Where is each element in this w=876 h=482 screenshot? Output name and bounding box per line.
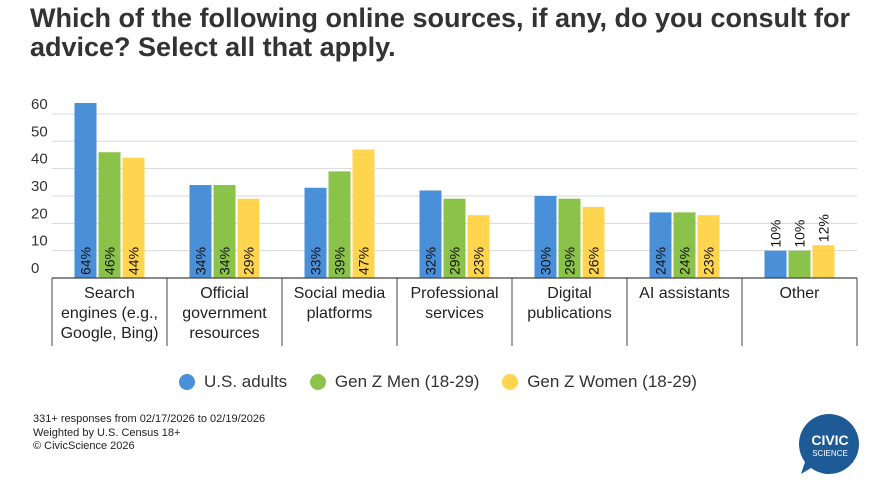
bar	[352, 149, 375, 278]
y-tick-label: 10	[31, 233, 48, 250]
category-label: engines (e.g.,	[61, 305, 158, 322]
data-label: 30%	[538, 247, 554, 275]
category-label: Digital	[547, 285, 591, 302]
y-tick-label: 50	[31, 123, 48, 140]
y-tick-label: 20	[31, 205, 48, 222]
legend-swatch	[179, 374, 196, 390]
category-label: Social media	[294, 285, 386, 302]
footnote-responses: 331+ responses from 02/17/2026 to 02/19/…	[33, 413, 266, 425]
bar	[764, 250, 787, 278]
data-label: 44%	[126, 247, 142, 275]
category-label: Official	[200, 285, 249, 302]
data-label: 10%	[792, 220, 808, 248]
data-label: 64%	[78, 247, 94, 275]
bar	[74, 103, 97, 278]
data-label: 29%	[562, 247, 578, 275]
category-label: government	[182, 305, 267, 322]
data-label: 47%	[356, 247, 372, 275]
legend-item-us-adults: U.S. adults	[179, 372, 287, 392]
bar	[304, 187, 327, 278]
bar	[582, 206, 605, 278]
bar	[419, 190, 442, 278]
data-label: 33%	[308, 247, 324, 275]
bar	[673, 212, 696, 278]
bar	[237, 198, 260, 278]
data-label: 23%	[471, 247, 487, 275]
bar	[467, 215, 490, 278]
logo-text-science: SCIENCE	[812, 449, 848, 458]
bar	[534, 195, 557, 278]
data-label: 34%	[217, 247, 233, 275]
bar	[788, 250, 811, 278]
category-label: publications	[527, 305, 612, 322]
category-label: Other	[779, 285, 820, 302]
footnote: 331+ responses from 02/17/2026 to 02/19/…	[33, 413, 265, 454]
data-label: 10%	[768, 220, 784, 248]
category-label: Professional	[410, 285, 498, 302]
data-label: 26%	[586, 247, 602, 275]
legend-swatch	[309, 374, 326, 390]
data-label: 46%	[102, 247, 118, 275]
civicscience-logo: CIVIC SCIENCE	[799, 414, 859, 474]
data-label: 34%	[193, 247, 209, 275]
bar	[443, 198, 466, 278]
legend-item-gen-z-women: Gen Z Women (18-29)	[502, 372, 697, 392]
bar	[98, 152, 121, 278]
data-label: 39%	[332, 247, 348, 275]
legend-label: U.S. adults	[204, 372, 288, 391]
data-label: 29%	[447, 247, 463, 275]
data-label: 29%	[241, 247, 257, 275]
category-label: Search	[84, 285, 135, 302]
chart-title: Which of the following online sources, i…	[30, 3, 851, 62]
legend-swatch	[502, 374, 519, 390]
data-label: 12%	[816, 214, 832, 242]
logo-text-civic: CIVIC	[811, 432, 848, 448]
category-label: services	[425, 305, 484, 322]
bar	[213, 185, 236, 278]
legend-label: Gen Z Men (18-29)	[334, 372, 480, 391]
y-tick-label: 30	[31, 178, 48, 195]
bar	[122, 157, 145, 278]
bar	[328, 171, 351, 278]
footnote-weighting: Weighted by U.S. Census 18+	[33, 426, 181, 439]
bar	[558, 198, 581, 278]
data-label: 23%	[701, 247, 717, 275]
legend-label: Gen Z Women (18-29)	[527, 372, 697, 391]
logo-badge-shape	[799, 414, 859, 474]
bar	[189, 185, 212, 278]
y-tick-label: 60	[31, 96, 48, 113]
bar	[697, 215, 720, 278]
data-label: 24%	[653, 247, 669, 275]
footnote-copyright: © CivicScience 2026	[33, 440, 135, 452]
bar	[812, 245, 835, 278]
data-label: 32%	[423, 247, 439, 275]
data-label: 24%	[677, 247, 693, 275]
y-tick-label: 40	[31, 151, 48, 168]
category-label: platforms	[307, 305, 373, 322]
bar	[649, 212, 672, 278]
legend: U.S. adults Gen Z Men (18-29) Gen Z Wome…	[0, 372, 876, 395]
category-label: AI assistants	[639, 285, 730, 302]
category-label: Google, Bing)	[61, 325, 159, 342]
category-label: resources	[189, 325, 259, 342]
legend-item-gen-z-men: Gen Z Men (18-29)	[309, 372, 480, 392]
y-tick-label: 0	[31, 260, 39, 277]
